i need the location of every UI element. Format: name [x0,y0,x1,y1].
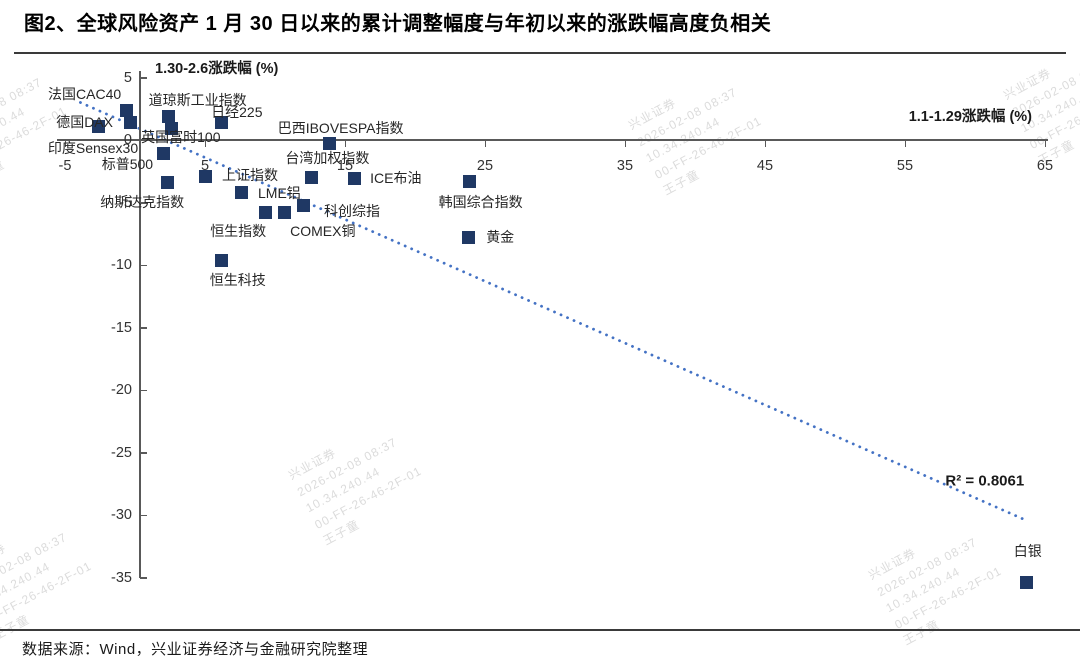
y-tickmark [140,202,147,204]
x-tickmark [204,140,206,147]
y-tickmark [140,139,147,141]
point-label: 巴西IBOVESPA指数 [277,119,404,136]
y-tick-label: -10 [111,257,132,273]
point-label: 日经225 [211,103,263,120]
scatter-point [323,137,337,151]
scatter-point [258,206,272,219]
y-tick-label: -25 [111,444,132,461]
point-label: 法国CAC40 [48,86,122,102]
scatter-point [215,253,229,267]
y-axis-line [139,71,141,578]
point-label: 标普500 [101,155,154,172]
x-axis-title: 1.1-1.29涨跌幅 (%) [908,109,1032,125]
x-tickmark [624,140,626,147]
scatter-point [215,116,229,129]
scatter-point [198,169,212,183]
y-tick-label: 5 [123,69,132,86]
y-tickmark [140,514,147,516]
scatter-point [120,103,134,117]
scatter-point [463,174,477,188]
y-tick-label: -5 [119,194,132,211]
scatter-point [124,116,138,129]
x-tick-label: 15 [336,158,354,174]
point-label: 道琼斯工业指数 [148,92,247,109]
y-tick-label: -35 [111,569,132,586]
scatter-point [164,122,178,136]
scatter-point [160,176,174,189]
figure-title: 图2、全球风险资产 1 月 30 日以来的累计调整幅度与年初以来的涨跌幅高度负相… [24,13,772,35]
point-label: 韩国综合指数 [438,194,523,211]
point-label: LME铝 [257,184,301,201]
point-label: 黄金 [486,228,515,245]
x-axis-line [57,139,1048,141]
scatter-point [92,119,106,133]
r-squared-label: R² = 0.8061 [945,472,1025,490]
point-label: 台湾加权指数 [285,149,370,166]
x-tickmark [484,140,486,147]
point-label: 英国富时100 [141,128,221,145]
point-label: 印度Sensex30 [47,139,139,156]
y-tick-label: -30 [111,507,132,523]
scatter-point [278,206,292,219]
scatter-point [296,198,310,212]
y-axis-title: 1.30-2.6涨跌幅 (%) [155,61,279,77]
point-label: 恒生科技 [209,272,266,288]
x-tick-label: 35 [616,158,634,174]
scatter-point [304,171,318,184]
point-label: 白银 [1013,542,1042,559]
x-tickmark [1044,140,1046,147]
x-tickmark [904,140,906,147]
point-label: 恒生指数 [210,222,267,239]
x-tick-label: -5 [58,158,72,174]
point-label: ICE布油 [370,169,422,186]
y-tickmark [140,389,147,391]
y-tickmark [140,264,147,266]
y-tick-label: -15 [111,319,132,336]
scatter-point [234,186,248,199]
x-tick-label: 25 [476,158,494,174]
x-tick-label: 45 [756,158,774,174]
scatter-point [156,147,170,161]
point-label: 德国DAX [56,114,113,131]
x-tick-label: 55 [896,158,914,174]
y-tick-label: -20 [111,382,132,398]
scatter-point [162,109,176,123]
scatter-point [348,172,362,186]
point-label: 纳斯达克指数 [100,193,185,210]
point-label: COMEX铜 [290,222,356,239]
point-label: 上证指数 [222,167,278,184]
y-tickmark [140,452,147,454]
title-divider [14,52,1066,54]
y-tick-label: 0 [123,132,132,148]
y-tickmark [140,577,147,579]
footer-divider [0,629,1080,631]
scatter-point [1020,576,1034,589]
x-tickmark [764,140,766,147]
point-label: 科创综指 [324,203,380,219]
x-tick-label: 5 [200,158,210,174]
x-tickmark [344,140,346,147]
x-tickmark [64,140,66,147]
y-tickmark [140,77,147,79]
y-tickmark [140,327,147,329]
x-tick-label: 65 [1036,158,1054,174]
scatter-point [461,231,475,244]
data-source: 数据来源：Wind，兴业证券经济与金融研究院整理 [22,641,369,658]
